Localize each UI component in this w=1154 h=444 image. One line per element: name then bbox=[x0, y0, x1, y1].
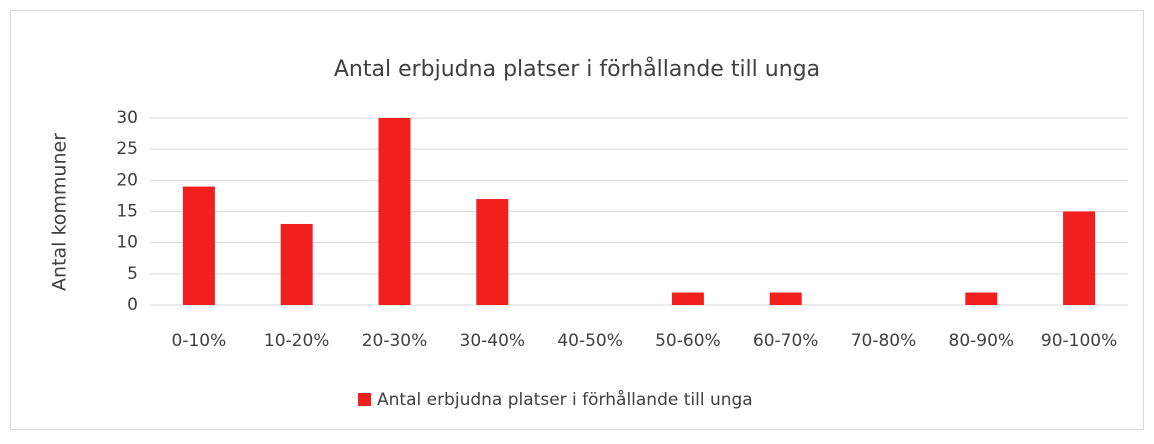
bar bbox=[965, 292, 998, 305]
x-tick-label: 40-50% bbox=[557, 331, 623, 351]
x-tick-label: 20-30% bbox=[362, 331, 428, 351]
y-tick-label: 15 bbox=[116, 202, 138, 222]
bar bbox=[280, 223, 313, 305]
chart-title: Antal erbjudna platser i förhållande til… bbox=[334, 56, 820, 82]
y-tick-label: 5 bbox=[127, 264, 138, 284]
x-tick-label: 30-40% bbox=[460, 331, 526, 351]
y-tick-label: 10 bbox=[116, 233, 138, 253]
x-tick-label: 60-70% bbox=[753, 331, 819, 351]
x-tick-label: 90-100% bbox=[1041, 331, 1117, 351]
x-tick-label: 50-60% bbox=[655, 331, 721, 351]
y-axis-label: Antal kommuner bbox=[49, 133, 71, 291]
bar bbox=[1063, 211, 1096, 305]
legend-swatch bbox=[358, 393, 371, 406]
y-tick-label: 25 bbox=[116, 139, 138, 159]
x-tick-label: 80-90% bbox=[949, 331, 1015, 351]
y-tick-label: 30 bbox=[116, 108, 138, 128]
x-tick-label: 10-20% bbox=[264, 331, 330, 351]
bar bbox=[769, 292, 802, 305]
bar bbox=[476, 199, 509, 305]
bar bbox=[671, 292, 704, 305]
x-tick-label: 70-80% bbox=[851, 331, 917, 351]
bar bbox=[182, 186, 215, 305]
bar bbox=[378, 118, 411, 305]
legend-label: Antal erbjudna platser i förhållande til… bbox=[377, 389, 753, 410]
y-tick-label: 0 bbox=[127, 295, 138, 315]
y-tick-label: 20 bbox=[116, 170, 138, 190]
x-tick-label: 0-10% bbox=[172, 331, 227, 351]
